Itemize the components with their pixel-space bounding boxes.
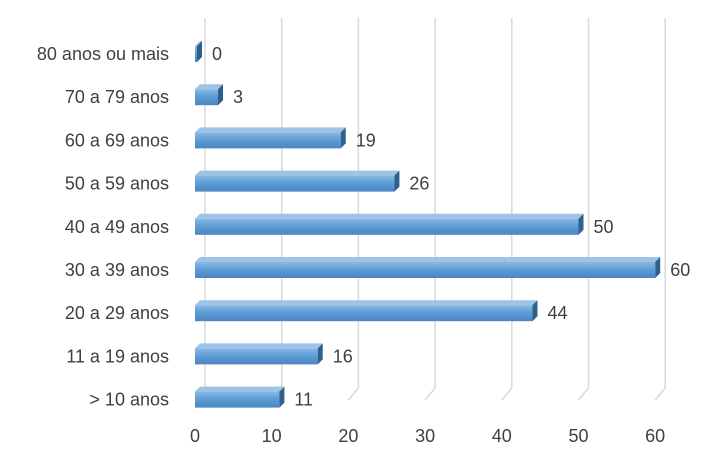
data-labels: 0 3 19 26 50 60 44 16 11: [212, 44, 690, 410]
x-tick-label: 30: [415, 426, 435, 446]
gridline-base: [424, 387, 436, 401]
category-label: 70 a 79 anos: [65, 87, 169, 107]
category-label: 20 a 29 anos: [65, 303, 169, 323]
bar-top: [195, 84, 224, 90]
bar: [195, 391, 280, 408]
bar: [195, 46, 197, 62]
bar-top: [195, 170, 400, 176]
x-tick-label: 0: [190, 426, 200, 446]
bar: [195, 348, 318, 365]
category-label: 40 a 49 anos: [65, 217, 169, 237]
gridline-base: [654, 387, 666, 401]
category-label: 30 a 39 anos: [65, 260, 169, 280]
category-label: > 10 anos: [89, 390, 169, 410]
bar: [195, 218, 579, 235]
data-label: 16: [333, 346, 353, 366]
bar: [195, 262, 656, 278]
bars: [195, 41, 661, 408]
gridlines: [194, 18, 666, 401]
data-label: 3: [233, 87, 243, 107]
bar-top: [195, 213, 584, 219]
category-label: 11 a 19 anos: [66, 346, 169, 366]
x-axis-tick-labels: 0 10 20 30 40 50 60: [190, 426, 665, 446]
bar-top: [195, 386, 285, 392]
data-label: 11: [294, 390, 313, 410]
data-label: 26: [409, 174, 429, 194]
gridline-base: [501, 387, 513, 401]
category-label: 80 anos ou mais: [37, 44, 169, 64]
data-label: 0: [212, 44, 222, 64]
bar-top: [195, 257, 661, 262]
x-tick-label: 50: [568, 426, 588, 446]
category-labels: 80 anos ou mais 70 a 79 anos 60 a 69 anos 5…: [37, 44, 169, 410]
bar-side: [394, 170, 400, 192]
category-label: 60 a 69 anos: [65, 130, 169, 150]
x-tick-label: 40: [492, 426, 512, 446]
bar: [195, 305, 533, 322]
bar-side: [197, 41, 202, 62]
gridline-base: [577, 387, 590, 401]
bar-side: [532, 300, 538, 322]
bar-top: [195, 300, 538, 306]
data-label: 19: [356, 130, 376, 150]
data-label: 44: [547, 303, 567, 323]
bar-top: [195, 41, 202, 46]
x-tick-label: 20: [338, 426, 358, 446]
bar-side: [218, 84, 224, 106]
bar-side: [279, 386, 285, 408]
data-label: 60: [670, 260, 690, 280]
bar: [195, 89, 219, 106]
bar-side: [317, 343, 323, 365]
category-label: 50 a 59 anos: [65, 174, 169, 194]
gridline-base: [347, 387, 359, 401]
bar: [195, 132, 341, 149]
bar-side: [578, 213, 584, 235]
data-label: 50: [594, 217, 614, 237]
bar-top: [195, 343, 323, 349]
bar-side: [340, 127, 346, 149]
bar-top: [195, 127, 346, 133]
bar-side: [655, 257, 661, 278]
x-tick-label: 60: [645, 426, 665, 446]
x-tick-label: 10: [262, 426, 282, 446]
bar: [195, 175, 395, 192]
